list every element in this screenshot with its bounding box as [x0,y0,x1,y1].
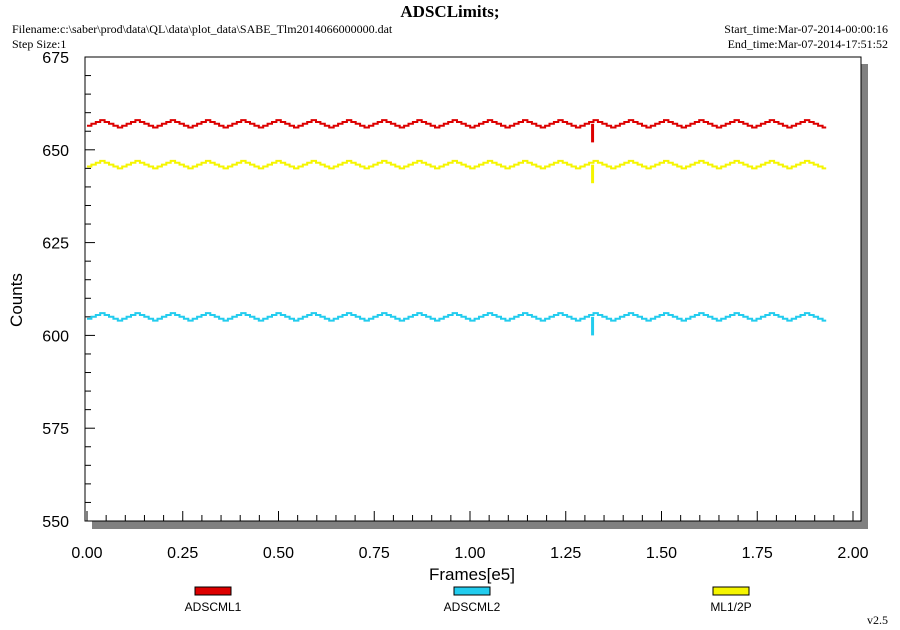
y-tick-label: 675 [42,50,69,67]
x-tick-label: 0.00 [71,545,102,562]
x-tick-label: 1.25 [550,545,581,562]
series-line [87,119,827,129]
end-time-label: End_time:Mar-07-2014-17:51:52 [727,37,888,51]
x-tick-label: 1.00 [454,545,485,562]
start-time-label: Start_time:Mar-07-2014-00:00:16 [724,22,888,36]
step-size-label: Step Size:1 [12,37,67,51]
plot-area [84,56,862,522]
x-tick-label: 2.00 [837,545,868,562]
y-tick-label: 600 [42,328,69,345]
series-line [87,159,827,170]
x-tick-label: 0.75 [359,545,390,562]
legend-swatch [712,586,750,596]
x-tick-label: 1.75 [742,545,773,562]
y-tick-label: 575 [42,421,69,438]
legend-swatch [194,586,232,596]
y-tick-label: 625 [42,236,69,253]
y-axis-label: Counts [7,273,26,327]
filename-label: Filename:c:\saber\prod\data\QL\data\plot… [12,22,393,36]
version-label: v2.5 [867,613,888,627]
x-tick-label: 0.50 [263,545,294,562]
series-line [87,312,827,322]
x-tick-label: 1.50 [646,545,677,562]
legend-label: ADSCML2 [444,600,501,614]
y-tick-label: 550 [42,514,69,531]
x-axis-label: Frames[e5] [429,565,515,584]
x-tick-label: 0.25 [167,545,198,562]
legend-label: ADSCML1 [185,600,242,614]
legend-swatch [453,586,491,596]
legend-label: ML1/2P [710,600,751,614]
y-tick-label: 650 [42,143,69,160]
chart-title: ADSCLimits; [400,2,500,21]
